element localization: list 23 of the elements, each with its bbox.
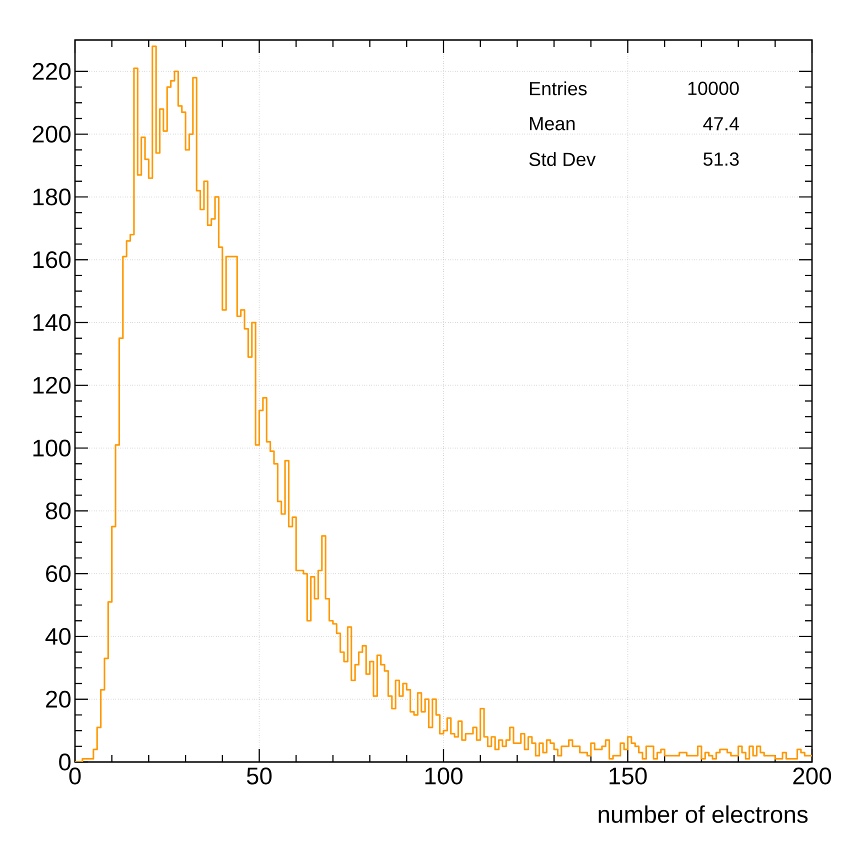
annotation: 10000 [688,82,739,96]
y-tick-label: 100 [33,440,71,457]
y-tick-label: 120 [33,376,71,394]
y-tick-label: 220 [32,62,71,80]
y-tick-label: 40 [45,628,71,645]
y-tick-label: 180 [33,188,71,206]
x-tick-label: 200 [793,768,832,784]
x-tick-label: 50 [246,768,272,784]
x-axis-title: number of electrons [598,805,808,823]
annotation: Mean [530,117,575,130]
y-tick-label: 60 [46,565,71,582]
y-tick-label: 80 [46,502,71,520]
y-tick-label: 140 [33,314,71,331]
annotation: Entries [530,81,587,96]
annotation: Std Dev [529,152,596,166]
x-tick-label: 150 [610,768,647,784]
annotation: 51.3 [703,152,739,166]
annotation: 47.4 [703,117,740,130]
y-tick-label: 200 [32,126,71,143]
y-tick-label: 160 [33,251,71,268]
y-tick-label: 0 [59,754,71,770]
x-tick-label: 100 [425,768,463,784]
y-tick-label: 20 [46,690,71,708]
